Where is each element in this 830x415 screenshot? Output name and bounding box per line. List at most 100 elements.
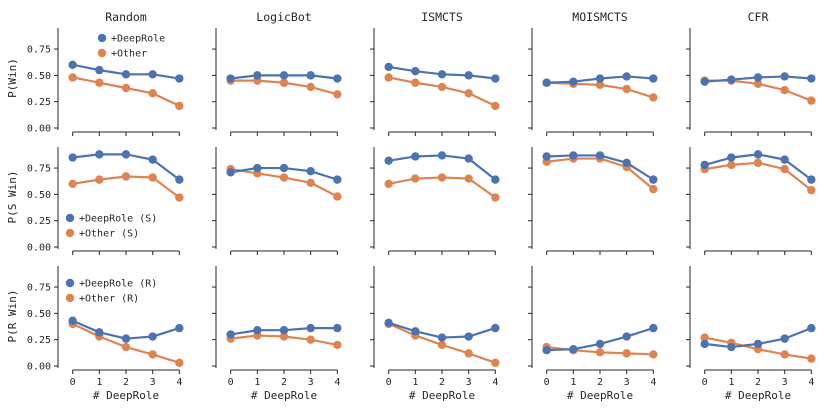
x-tick-label: 0 [544, 377, 550, 388]
data-point-other [649, 93, 658, 102]
legend-label: +DeepRole [111, 34, 165, 45]
x-tick-label: 2 [123, 377, 129, 388]
x-axis-label: # DeepRole [725, 389, 791, 402]
data-point-deeprole [95, 328, 104, 337]
y-tick-label: 0.00 [27, 362, 51, 373]
panel-random-row1: 0.00 0.25 0.50 0.75 +DeepRole (S) +Other (S) [27, 147, 184, 255]
data-point-other [464, 174, 473, 183]
data-point-deeprole [807, 175, 816, 184]
legend-label: +DeepRole (S) [79, 214, 157, 225]
data-point-deeprole [226, 330, 235, 339]
data-point-deeprole [542, 346, 551, 355]
data-point-other [411, 174, 420, 183]
y-tick-label: 0.50 [27, 309, 51, 320]
x-tick-label: 2 [281, 377, 287, 388]
data-point-deeprole [753, 73, 763, 82]
data-point-deeprole [491, 74, 500, 83]
data-point-deeprole [780, 72, 789, 81]
data-point-other [780, 350, 789, 359]
legend-marker [65, 213, 75, 223]
panel-title: ISMCTS [421, 10, 463, 24]
data-point-other [175, 101, 184, 111]
data-point-other [780, 85, 789, 95]
x-tick-label: 4 [808, 377, 814, 388]
data-point-deeprole [411, 66, 420, 76]
data-point-other [807, 96, 816, 105]
data-point-deeprole [384, 318, 393, 328]
data-point-deeprole [622, 332, 631, 341]
data-point-other [437, 82, 447, 92]
data-point-other [333, 340, 342, 350]
data-point-deeprole [333, 323, 342, 333]
panel-random-row0: Random 0.00 0.25 0.50 0.75 +DeepRole +Other [27, 10, 184, 136]
data-point-other [333, 90, 342, 99]
data-point-other [306, 82, 315, 92]
data-point-deeprole [727, 75, 736, 84]
data-point-deeprole [384, 156, 393, 165]
data-point-deeprole [306, 323, 315, 333]
x-tick-label: 0 [228, 377, 234, 388]
panel-ismcts-row2: 0 1 2 3 4 # DeepRole [370, 266, 500, 402]
x-axis-label: # DeepRole [567, 389, 633, 402]
data-point-other [491, 358, 500, 368]
x-axis-label: # DeepRole [251, 389, 317, 402]
x-tick-label: 1 [570, 377, 576, 388]
data-point-deeprole [753, 339, 763, 349]
x-tick-label: 0 [386, 377, 392, 388]
data-point-deeprole [437, 333, 447, 342]
data-point-deeprole [279, 163, 289, 173]
legend-marker [65, 293, 75, 303]
data-point-deeprole [649, 175, 658, 184]
data-point-deeprole [333, 175, 342, 184]
y-tick-label: 0.75 [27, 283, 51, 294]
x-tick-label: 1 [728, 377, 734, 388]
data-point-other [464, 349, 473, 358]
x-tick-label: 3 [624, 377, 630, 388]
data-point-deeprole [384, 62, 393, 72]
series-line-other [230, 168, 338, 198]
data-point-other [753, 158, 763, 167]
panel-cfr-row2: 0 1 2 3 4 # DeepRole [686, 266, 816, 402]
data-point-deeprole [622, 158, 631, 167]
data-point-other [595, 348, 605, 357]
x-tick-label: 3 [308, 377, 314, 388]
data-point-deeprole [807, 323, 816, 333]
x-tick-label: 2 [597, 377, 603, 388]
data-point-other [306, 335, 315, 344]
data-point-deeprole [700, 77, 709, 86]
panel-title: CFR [748, 10, 769, 24]
data-point-other [753, 79, 763, 88]
data-point-other [148, 89, 157, 98]
data-point-other [175, 358, 184, 368]
legend: +DeepRole (R) +Other (R) [65, 279, 157, 305]
data-point-deeprole [175, 74, 184, 83]
data-point-deeprole [68, 60, 77, 70]
x-tick-label: 1 [254, 377, 260, 388]
legend-label: +Other (S) [79, 229, 139, 240]
y-tick-label: 0.50 [27, 71, 51, 82]
y-tick-label: 0.25 [27, 335, 51, 346]
y-tick-label: 0.50 [27, 190, 51, 201]
data-point-other [807, 185, 816, 195]
data-point-deeprole [595, 339, 605, 349]
data-point-other [700, 333, 709, 342]
data-point-deeprole [491, 323, 500, 333]
data-point-deeprole [595, 151, 605, 160]
data-point-deeprole [437, 70, 447, 79]
y-tick-label: 0.25 [27, 216, 51, 227]
data-point-deeprole [807, 74, 816, 83]
data-point-deeprole [175, 175, 184, 184]
panel-random-row2: 0.00 0.25 0.50 0.75 0 1 2 3 4 # DeepRole +DeepRole… [27, 266, 184, 402]
y-tick-label: 0.75 [27, 164, 51, 175]
legend-label: +Other (R) [79, 294, 139, 305]
data-point-other [279, 173, 289, 182]
y-tick-label: 0.00 [27, 124, 51, 135]
data-point-deeprole [542, 152, 551, 161]
panel-title: MOISMCTS [572, 10, 627, 24]
data-point-other [279, 78, 289, 87]
panel-moismcts-row2: 0 1 2 3 4 # DeepRole [528, 266, 658, 402]
data-point-deeprole [333, 74, 342, 83]
x-tick-label: 3 [466, 377, 472, 388]
legend-marker [65, 228, 75, 238]
